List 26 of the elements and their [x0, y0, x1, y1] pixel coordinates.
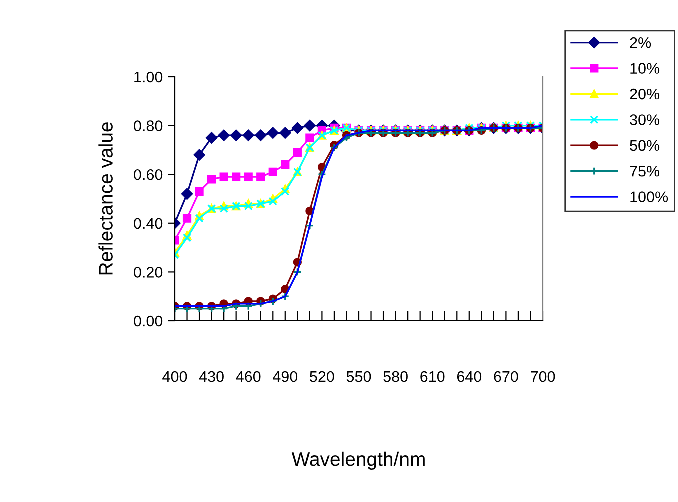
- x-tick-label: 550: [346, 371, 372, 382]
- legend-label: 20%: [630, 88, 660, 100]
- y-tick-label: 0.60: [134, 169, 163, 180]
- x-tick-label: 520: [310, 371, 334, 382]
- x-tick-label: 460: [236, 371, 261, 382]
- legend-label: 100%: [630, 192, 668, 202]
- legend-label: 50%: [630, 140, 660, 152]
- x-tick-label: 580: [384, 371, 408, 382]
- x-tick-label: 490: [273, 371, 298, 382]
- y-tick-label: 1.00: [134, 72, 163, 83]
- y-axis-title: Reflectance value: [98, 122, 113, 275]
- y-tick-label: 0.40: [134, 218, 163, 230]
- x-tick-label: 430: [199, 371, 224, 382]
- y-tick-label: 0.80: [134, 120, 163, 132]
- x-tick-label: 700: [531, 371, 556, 382]
- x-tick-label: 670: [494, 371, 518, 382]
- x-tick-label: 640: [457, 371, 482, 382]
- legend-label: 10%: [630, 63, 660, 74]
- x-tick-label: 400: [162, 371, 188, 382]
- legend-label: 75%: [630, 166, 660, 177]
- legend-label: 30%: [630, 114, 660, 126]
- x-axis-title: Wavelength/nm: [292, 452, 425, 470]
- y-tick-label: 0.00: [134, 316, 163, 327]
- y-tick-label: 0.20: [134, 267, 163, 278]
- x-tick-label: 610: [420, 371, 445, 382]
- legend-label: 2%: [630, 37, 652, 48]
